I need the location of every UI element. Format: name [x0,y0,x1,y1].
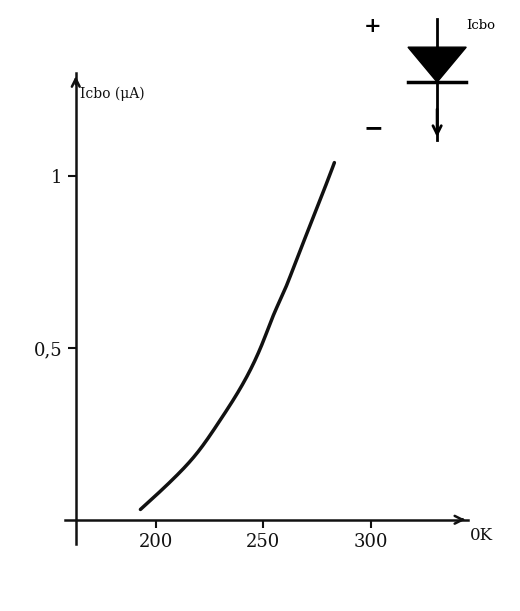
Text: +: + [364,16,382,35]
Text: Icbo: Icbo [466,19,495,32]
Text: −: − [363,116,383,140]
Text: 0K: 0K [470,527,493,544]
Text: Icbo (μA): Icbo (μA) [80,87,145,101]
Polygon shape [408,47,466,82]
